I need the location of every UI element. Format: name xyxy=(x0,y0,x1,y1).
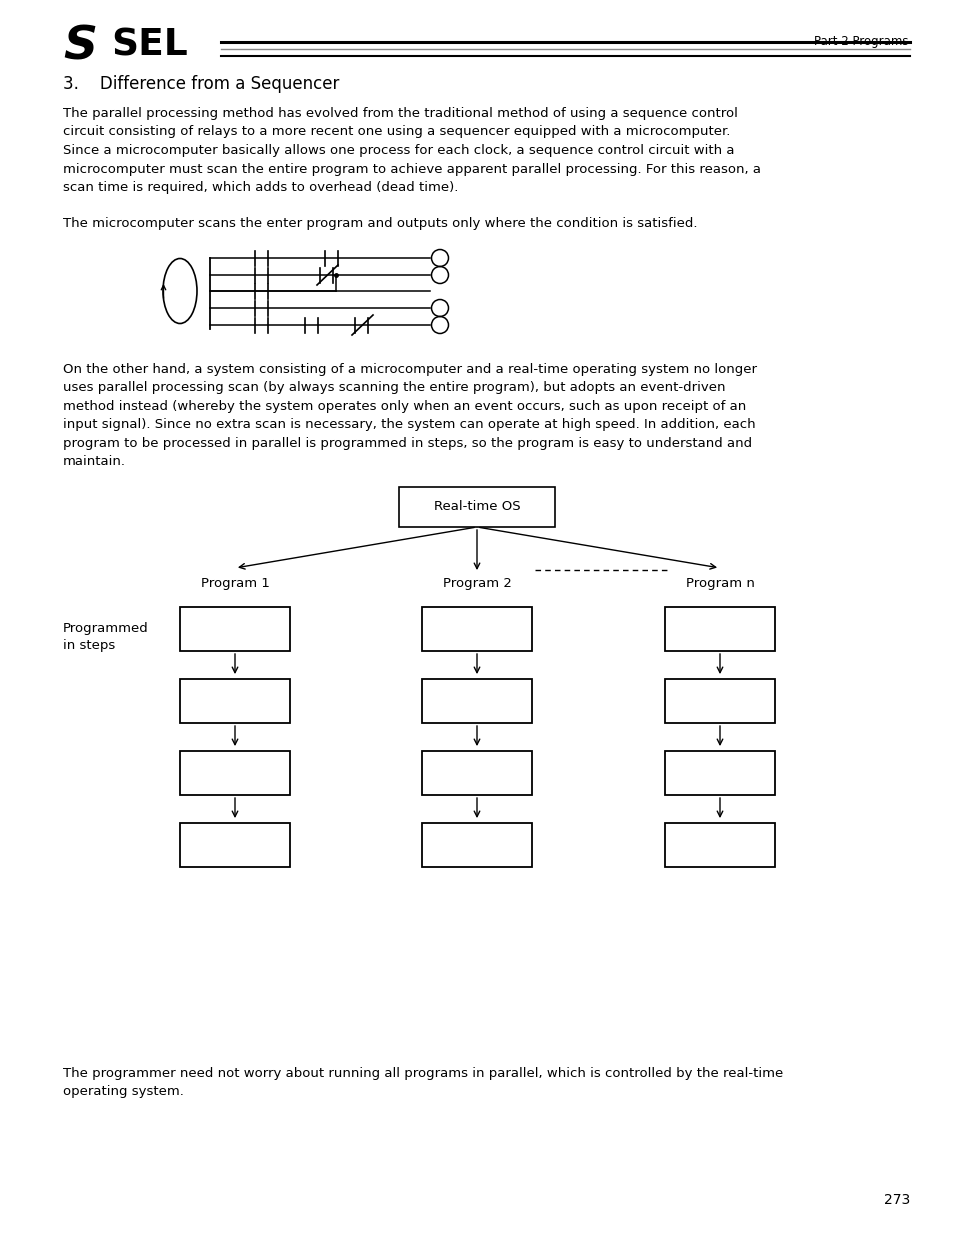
Bar xyxy=(664,606,774,651)
Bar xyxy=(421,679,532,722)
Ellipse shape xyxy=(163,258,196,324)
Text: The microcomputer scans the enter program and outputs only where the condition i: The microcomputer scans the enter progra… xyxy=(63,217,697,230)
Bar xyxy=(180,751,290,795)
Text: Program 1: Program 1 xyxy=(200,577,269,590)
Text: S: S xyxy=(63,25,97,70)
Bar xyxy=(664,679,774,722)
Bar xyxy=(664,823,774,867)
Bar xyxy=(421,606,532,651)
Text: 273: 273 xyxy=(882,1193,909,1207)
Text: The programmer need not worry about running all programs in parallel, which is c: The programmer need not worry about runn… xyxy=(63,1067,782,1098)
Text: Program n: Program n xyxy=(685,577,754,590)
Bar xyxy=(180,679,290,722)
Bar xyxy=(421,751,532,795)
Text: SEL: SEL xyxy=(111,28,188,64)
Text: Program 2: Program 2 xyxy=(442,577,511,590)
Text: 3.    Difference from a Sequencer: 3. Difference from a Sequencer xyxy=(63,75,339,93)
Text: Programmed
in steps: Programmed in steps xyxy=(63,622,149,652)
Bar xyxy=(421,823,532,867)
Bar xyxy=(180,823,290,867)
Text: On the other hand, a system consisting of a microcomputer and a real-time operat: On the other hand, a system consisting o… xyxy=(63,363,757,468)
Bar xyxy=(180,606,290,651)
Text: The parallel processing method has evolved from the traditional method of using : The parallel processing method has evolv… xyxy=(63,107,760,194)
Text: Part 2 Programs: Part 2 Programs xyxy=(813,35,907,48)
Text: Real-time OS: Real-time OS xyxy=(434,500,519,514)
Bar xyxy=(399,487,554,527)
Bar xyxy=(664,751,774,795)
